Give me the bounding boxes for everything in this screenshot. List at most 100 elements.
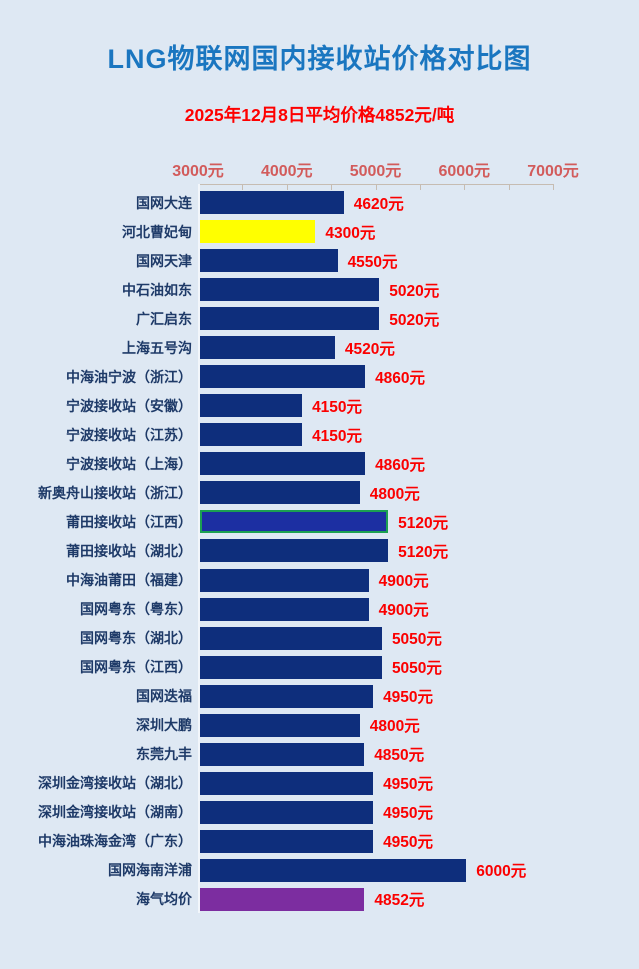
price-bar xyxy=(200,510,389,534)
category-label: 莆田接收站（江西） xyxy=(66,513,192,530)
bar-row: 深圳金湾接收站（湖南） 4950元 xyxy=(0,800,639,824)
price-bar xyxy=(200,829,374,853)
bar-row: 新奥舟山接收站（浙江） 4800元 xyxy=(0,481,639,505)
category-label: 国网粤东（江西） xyxy=(80,659,192,676)
x-axis-tick-label: 6000元 xyxy=(438,163,491,180)
bar-row: 宁波接收站（江苏） 4150元 xyxy=(0,423,639,447)
price-value-label: 4800元 xyxy=(369,718,420,736)
price-bar xyxy=(200,655,382,679)
chart-title: LNG物联网国内接收站价格对比图 xyxy=(107,44,532,74)
price-bar xyxy=(200,597,369,621)
price-value-label: 4550元 xyxy=(347,253,398,271)
price-value-label: 4860元 xyxy=(375,456,426,474)
price-bar xyxy=(200,249,338,273)
price-value-label: 4950元 xyxy=(383,776,434,794)
category-label: 国网粤东（湖北） xyxy=(80,630,192,647)
bar-row: 东莞九丰 4850元 xyxy=(0,742,639,766)
price-value-label: 6000元 xyxy=(476,863,527,881)
category-label: 海气均价 xyxy=(136,891,192,908)
category-label: 国网粤东（粤东） xyxy=(80,601,192,618)
bar-row: 广汇启东 5020元 xyxy=(0,307,639,331)
price-bar xyxy=(200,626,382,650)
x-axis-tick xyxy=(242,184,244,190)
category-label: 上海五号沟 xyxy=(122,339,192,356)
category-label: 宁波接收站（上海） xyxy=(66,455,192,472)
price-bar xyxy=(200,713,360,737)
bar-row: 国网粤东（湖北） 5050元 xyxy=(0,626,639,650)
x-axis-tick xyxy=(553,184,554,190)
bar-row: 宁波接收站（上海） 4860元 xyxy=(0,452,639,476)
bar-row: 莆田接收站（江西） 5120元 xyxy=(0,510,639,534)
category-label: 宁波接收站（安徽） xyxy=(66,397,192,414)
price-bar xyxy=(200,191,344,214)
category-label: 莆田接收站（湖北） xyxy=(66,542,192,559)
price-value-label: 4950元 xyxy=(383,834,434,852)
price-bar xyxy=(200,684,374,708)
price-bar xyxy=(200,220,316,244)
category-label: 深圳金湾接收站（湖南） xyxy=(38,804,192,821)
category-label: 国网海南洋浦 xyxy=(108,862,192,879)
price-bar xyxy=(200,278,380,302)
price-value-label: 4800元 xyxy=(369,485,420,503)
bar-row: 国网海南洋浦 6000元 xyxy=(0,858,639,882)
bar-row: 宁波接收站（安徽） 4150元 xyxy=(0,394,639,418)
price-bar xyxy=(200,800,374,824)
price-value-label: 5120元 xyxy=(398,514,449,532)
price-bar xyxy=(200,481,360,505)
category-label: 河北曹妃甸 xyxy=(122,223,192,240)
price-value-label: 4950元 xyxy=(383,689,434,707)
category-label: 深圳金湾接收站（湖北） xyxy=(38,775,192,792)
bar-row: 国网迭福 4950元 xyxy=(0,684,639,708)
price-value-label: 5020元 xyxy=(389,311,440,329)
category-label: 国网天津 xyxy=(136,252,192,269)
x-axis-tick-label: 5000元 xyxy=(349,163,402,180)
bar-row: 深圳大鹏 4800元 xyxy=(0,713,639,737)
price-bar xyxy=(200,887,365,911)
bar-row: 国网粤东（江西） 5050元 xyxy=(0,655,639,679)
price-value-label: 4150元 xyxy=(312,398,363,416)
x-axis-tick-label: 7000元 xyxy=(527,163,579,180)
price-bar xyxy=(200,394,303,418)
price-bar xyxy=(200,365,366,389)
x-axis-tick xyxy=(508,184,510,190)
bar-row: 河北曹妃甸 4300元 xyxy=(0,220,639,244)
category-label: 中海油珠海金湾（广东） xyxy=(38,833,192,850)
price-bar xyxy=(200,539,389,563)
price-bar xyxy=(200,336,335,360)
x-axis-tick xyxy=(375,184,377,190)
price-bar xyxy=(200,423,303,447)
price-bar xyxy=(200,452,366,476)
bar-row: 中海油宁波（浙江） 4860元 xyxy=(0,365,639,389)
category-label: 国网大连 xyxy=(136,194,192,211)
category-label: 广汇启东 xyxy=(136,310,192,327)
price-bar xyxy=(200,568,369,592)
price-value-label: 4860元 xyxy=(375,369,426,387)
price-value-label: 4520元 xyxy=(344,340,395,358)
bar-row: 中海油莆田（福建） 4900元 xyxy=(0,568,639,592)
bar-row: 国网天津 4550元 xyxy=(0,249,639,273)
price-bar xyxy=(200,742,365,766)
category-label: 新奥舟山接收站（浙江） xyxy=(38,484,192,501)
category-label: 中海油莆田（福建） xyxy=(66,572,192,589)
category-label: 宁波接收站（江苏） xyxy=(66,426,192,443)
price-value-label: 5050元 xyxy=(391,631,442,649)
price-value-label: 4900元 xyxy=(378,602,429,620)
price-value-label: 4900元 xyxy=(378,573,429,591)
price-value-label: 4950元 xyxy=(383,805,434,823)
price-value-label: 4620元 xyxy=(353,195,404,213)
price-bar xyxy=(200,307,380,331)
price-value-label: 4850元 xyxy=(374,747,425,765)
y-axis-line xyxy=(198,184,200,913)
bar-row: 国网粤东（粤东） 4900元 xyxy=(0,597,639,621)
x-axis-tick-label: 3000元 xyxy=(172,163,224,180)
bar-row: 中石油如东 5020元 xyxy=(0,278,639,302)
price-bar xyxy=(200,858,467,882)
price-value-label: 5020元 xyxy=(389,282,440,300)
x-axis-tick xyxy=(419,184,421,190)
category-label: 东莞九丰 xyxy=(136,746,192,763)
chart-subtitle: 2025年12月8日平均价格4852元/吨 xyxy=(184,105,455,125)
x-axis-tick xyxy=(464,184,466,190)
bar-row: 中海油珠海金湾（广东） 4950元 xyxy=(0,829,639,853)
bar-row: 上海五号沟 4520元 xyxy=(0,336,639,360)
